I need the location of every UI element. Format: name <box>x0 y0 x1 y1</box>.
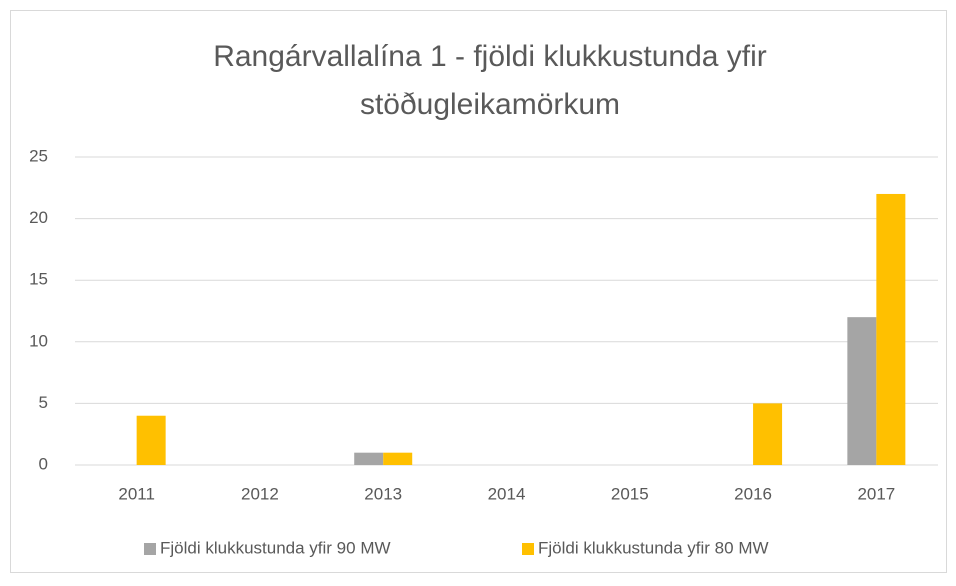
y-tick-label: 15 <box>29 270 48 289</box>
bar <box>383 452 413 465</box>
bar <box>136 415 166 465</box>
legend-swatch <box>522 543 534 555</box>
legend-swatch <box>144 543 156 555</box>
bar <box>876 193 906 465</box>
x-tick-label: 2012 <box>241 484 279 503</box>
y-tick-label: 5 <box>39 393 48 412</box>
x-tick-label: 2011 <box>118 484 155 503</box>
y-tick-label: 25 <box>29 146 48 165</box>
chart-frame <box>10 10 947 573</box>
bar <box>354 452 384 465</box>
bar <box>847 317 877 465</box>
x-tick-label: 2015 <box>611 484 649 503</box>
legend-label: Fjöldi klukkustunda yfir 90 MW <box>160 538 391 557</box>
chart-title-line-2: stöðugleikamörkum <box>360 88 620 121</box>
x-tick-label: 2017 <box>857 484 895 503</box>
chart-title: Rangárvallalína 1 - fjöldi klukkustunda … <box>213 40 767 73</box>
x-tick-label: 2014 <box>488 484 526 503</box>
y-tick-label: 20 <box>29 208 48 227</box>
y-tick-label: 0 <box>39 454 48 473</box>
y-tick-label: 10 <box>29 331 48 350</box>
legend-label: Fjöldi klukkustunda yfir 80 MW <box>538 538 769 557</box>
bar <box>753 403 783 465</box>
x-tick-label: 2016 <box>734 484 772 503</box>
x-tick-label: 2013 <box>364 484 402 503</box>
